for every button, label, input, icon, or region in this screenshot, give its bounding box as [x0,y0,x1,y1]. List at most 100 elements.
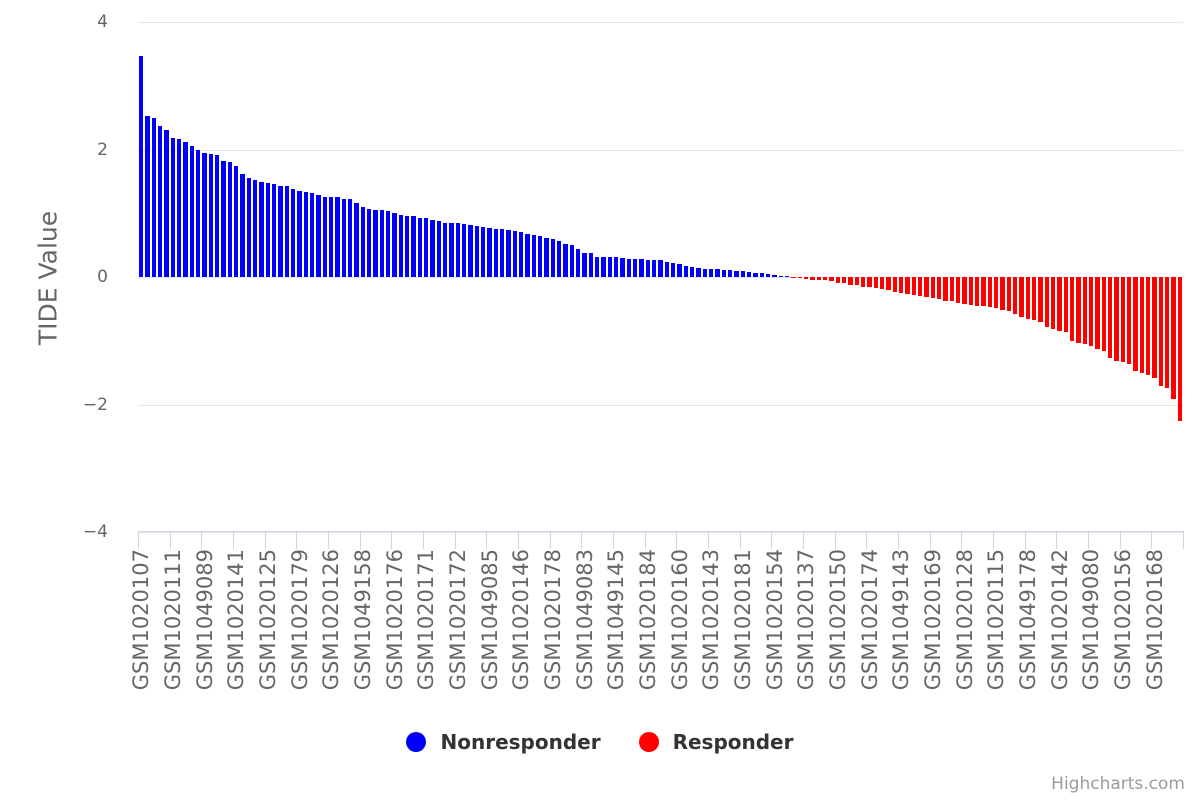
bar-nonresponder[interactable] [639,259,644,277]
bar-nonresponder[interactable] [481,226,486,277]
bar-nonresponder[interactable] [785,276,790,277]
bar-responder[interactable] [1120,277,1125,363]
bar-nonresponder[interactable] [316,195,321,277]
bar-nonresponder[interactable] [221,160,226,277]
bar-nonresponder[interactable] [493,228,498,277]
bar-nonresponder[interactable] [531,234,536,277]
bar-nonresponder[interactable] [778,275,783,277]
bar-nonresponder[interactable] [310,193,315,277]
bar-nonresponder[interactable] [392,212,397,277]
bar-responder[interactable] [1025,277,1030,320]
bar-responder[interactable] [816,277,821,281]
bar-nonresponder[interactable] [747,271,752,277]
bar-responder[interactable] [1101,277,1106,351]
bar-responder[interactable] [804,277,809,279]
bar-nonresponder[interactable] [215,155,220,277]
bar-responder[interactable] [1070,277,1075,341]
bar-nonresponder[interactable] [544,238,549,277]
bar-nonresponder[interactable] [702,268,707,277]
bar-nonresponder[interactable] [576,248,581,277]
bar-nonresponder[interactable] [164,129,169,277]
bar-responder[interactable] [1082,277,1087,344]
bar-nonresponder[interactable] [538,236,543,277]
legend-item-responder[interactable]: Responder [638,730,794,754]
bar-nonresponder[interactable] [303,192,308,277]
bar-responder[interactable] [1146,277,1151,375]
highcharts-credit-link[interactable]: Highcharts.com [1051,774,1185,794]
bar-responder[interactable] [892,277,897,292]
bar-responder[interactable] [1032,277,1037,321]
bar-nonresponder[interactable] [240,173,245,277]
bar-responder[interactable] [937,277,942,300]
bar-nonresponder[interactable] [234,166,239,277]
bar-responder[interactable] [867,277,872,288]
bar-nonresponder[interactable] [411,216,416,277]
bar-responder[interactable] [924,277,929,298]
bar-responder[interactable] [1165,277,1170,388]
bar-nonresponder[interactable] [145,115,150,277]
bar-nonresponder[interactable] [253,180,258,277]
bar-nonresponder[interactable] [563,243,568,277]
bar-nonresponder[interactable] [462,224,467,277]
bar-responder[interactable] [1076,277,1081,343]
bar-nonresponder[interactable] [626,259,631,277]
bar-nonresponder[interactable] [265,182,270,277]
bar-nonresponder[interactable] [189,145,194,277]
bar-nonresponder[interactable] [139,56,144,277]
bar-responder[interactable] [829,277,834,282]
bar-nonresponder[interactable] [354,203,359,277]
bar-nonresponder[interactable] [620,257,625,277]
bar-nonresponder[interactable] [322,196,327,277]
bar-responder[interactable] [956,277,961,303]
bar-nonresponder[interactable] [696,268,701,277]
bar-nonresponder[interactable] [500,229,505,277]
bar-nonresponder[interactable] [658,260,663,277]
bar-nonresponder[interactable] [664,261,669,277]
bar-responder[interactable] [835,277,840,283]
bar-responder[interactable] [911,277,916,295]
bar-responder[interactable] [1063,277,1068,333]
bar-nonresponder[interactable] [759,273,764,277]
bar-responder[interactable] [1177,277,1182,422]
bar-nonresponder[interactable] [360,206,365,277]
bar-responder[interactable] [873,277,878,289]
bar-responder[interactable] [905,277,910,294]
bar-nonresponder[interactable] [208,153,213,277]
bar-responder[interactable] [930,277,935,299]
bar-nonresponder[interactable] [595,256,600,277]
bar-nonresponder[interactable] [506,229,511,277]
bar-responder[interactable] [1108,277,1113,358]
bar-nonresponder[interactable] [278,185,283,277]
bar-responder[interactable] [994,277,999,309]
bar-nonresponder[interactable] [436,220,441,277]
bar-responder[interactable] [1171,277,1176,399]
bar-responder[interactable] [1152,277,1157,378]
bar-nonresponder[interactable] [449,223,454,277]
bar-nonresponder[interactable] [272,183,277,277]
bar-responder[interactable] [899,277,904,293]
bar-responder[interactable] [1139,277,1144,373]
bar-nonresponder[interactable] [734,270,739,277]
bar-nonresponder[interactable] [671,262,676,277]
bar-nonresponder[interactable] [455,223,460,277]
bar-nonresponder[interactable] [417,217,422,277]
bar-responder[interactable] [943,277,948,301]
bar-nonresponder[interactable] [158,125,163,277]
bar-nonresponder[interactable] [601,256,606,277]
bar-nonresponder[interactable] [329,197,334,277]
bar-nonresponder[interactable] [424,218,429,277]
bar-responder[interactable] [810,277,815,281]
bar-nonresponder[interactable] [740,271,745,277]
bar-nonresponder[interactable] [550,239,555,277]
bar-responder[interactable] [1051,277,1056,330]
bar-responder[interactable] [791,277,796,278]
bar-responder[interactable] [918,277,923,297]
bar-nonresponder[interactable] [341,199,346,277]
bar-nonresponder[interactable] [430,220,435,277]
bar-nonresponder[interactable] [772,275,777,277]
bar-responder[interactable] [1013,277,1018,314]
bar-nonresponder[interactable] [766,274,771,277]
bar-nonresponder[interactable] [348,199,353,277]
bar-responder[interactable] [861,277,866,287]
bar-nonresponder[interactable] [557,241,562,277]
